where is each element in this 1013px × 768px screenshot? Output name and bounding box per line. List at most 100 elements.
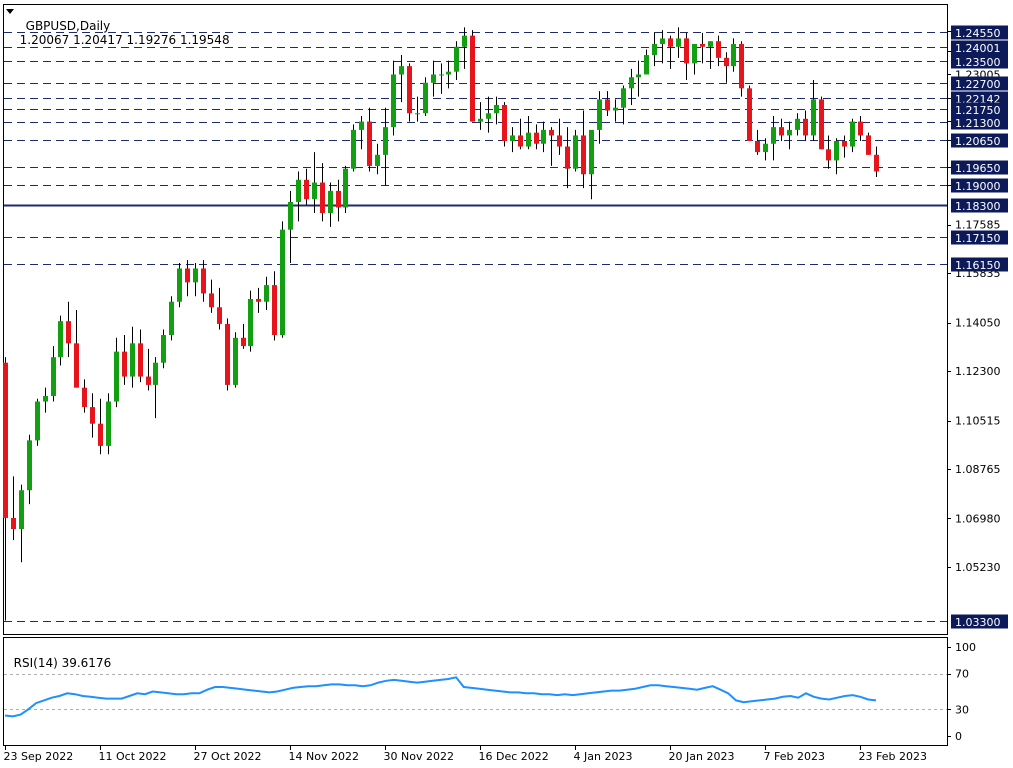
bull-candle (264, 285, 269, 302)
level-price-box (951, 76, 1008, 91)
bull-candle (636, 74, 641, 78)
bull-candle (280, 229, 285, 336)
bull-candle (462, 35, 467, 47)
bull-candle (35, 401, 40, 441)
bull-candle (478, 118, 483, 122)
level-price-label: 1.22700 (955, 78, 1001, 91)
rsi-tick-label: 30 (955, 703, 969, 716)
bear-candle (803, 118, 808, 136)
level-price-label: 1.18300 (955, 200, 1001, 213)
bear-candle (98, 423, 103, 446)
bear-candle (866, 135, 871, 155)
bull-candle (399, 66, 404, 75)
level-price-box (951, 198, 1008, 213)
bear-candle (241, 337, 246, 347)
bear-candle (716, 41, 721, 58)
time-tick-label: 11 Oct 2022 (99, 750, 167, 763)
bear-candle (256, 298, 261, 302)
bull-candle (177, 268, 182, 302)
time-tick-label: 30 Nov 2022 (384, 750, 454, 763)
level-price-box (951, 115, 1008, 130)
bull-candle (613, 107, 618, 111)
level-price-label: 1.21750 (955, 104, 1001, 117)
bull-candle (597, 99, 602, 130)
level-price-box (951, 614, 1008, 629)
bull-candle (312, 182, 317, 200)
bear-candle (858, 121, 863, 136)
bear-candle (684, 38, 689, 64)
bear-candle (122, 351, 127, 377)
bear-candle (11, 517, 16, 530)
level-price-label: 1.21300 (955, 117, 1001, 130)
bull-candle (454, 46, 459, 72)
bull-candle (153, 362, 158, 385)
bull-candle (787, 129, 792, 136)
level-price-box (951, 54, 1008, 69)
level-price-box (951, 230, 1008, 245)
bear-candle (739, 43, 744, 89)
bull-candle (27, 440, 32, 491)
price-tick-label: 1.12300 (955, 365, 1001, 378)
bear-candle (502, 104, 507, 141)
bull-candle (526, 132, 531, 147)
bull-candle (415, 113, 420, 115)
bear-candle (407, 66, 412, 114)
bear-candle (874, 154, 879, 172)
time-tick-label: 27 Oct 2022 (194, 750, 262, 763)
rsi-panel-frame (3, 637, 948, 746)
bear-candle (90, 407, 95, 424)
time-tick-label: 23 Sep 2022 (4, 750, 74, 763)
bear-candle (557, 135, 562, 147)
bear-candle (185, 268, 190, 283)
level-price-label: 1.20650 (955, 135, 1001, 148)
level-price-label: 1.24001 (955, 42, 1001, 55)
bull-candle (708, 41, 713, 47)
bear-candle (668, 38, 673, 47)
bull-candle (423, 82, 428, 114)
bull-candle (692, 43, 697, 64)
rsi-indicator: 100 70 30 0 (4, 641, 976, 743)
bull-candle (58, 321, 63, 358)
bull-candle (233, 337, 238, 385)
bear-candle (320, 182, 325, 214)
rsi-tick-label: 0 (955, 730, 962, 743)
bear-candle (534, 132, 539, 144)
bull-candle (652, 43, 657, 56)
level-price-label: 1.19650 (955, 162, 1001, 175)
bull-candle (850, 121, 855, 147)
rsi-tick-label: 100 (955, 641, 976, 654)
bull-candle (763, 143, 768, 153)
bear-candle (518, 135, 523, 147)
bull-candle (359, 121, 364, 130)
bear-candle (272, 285, 277, 336)
bull-candle (834, 140, 839, 161)
time-axis: 23 Sep 2022 11 Oct 2022 27 Oct 2022 14 Nov … (4, 745, 927, 763)
bear-candle (470, 35, 475, 122)
bear-candle (304, 179, 309, 200)
price-tick-label: 1.14050 (955, 317, 1001, 330)
bull-candle (644, 55, 649, 75)
level-price-label: 1.23500 (955, 56, 1001, 69)
level-price-box (951, 133, 1008, 148)
time-tick-label: 4 Jan 2023 (574, 750, 633, 763)
time-tick-label: 7 Feb 2023 (764, 750, 825, 763)
bull-candle (486, 113, 491, 119)
level-price-box (951, 40, 1008, 55)
bull-candle (19, 490, 24, 530)
level-price-labels: 1.245501.240011.235001.227001.221421.217… (951, 25, 1008, 629)
bear-candle (146, 376, 151, 385)
level-price-label: 1.16150 (955, 259, 1001, 272)
collapse-triangle-icon[interactable] (6, 9, 14, 14)
bull-candle (351, 129, 356, 169)
bear-candle (74, 343, 79, 388)
bull-candle (383, 127, 388, 155)
bear-candle (225, 323, 230, 385)
time-tick-label: 20 Jan 2023 (669, 750, 735, 763)
bear-candle (826, 149, 831, 161)
bear-candle (138, 343, 143, 377)
bull-candle (288, 201, 293, 230)
bull-candle (169, 301, 174, 336)
rsi-tick-label: 70 (955, 668, 969, 681)
price-tick-label: 1.05230 (955, 561, 1001, 574)
